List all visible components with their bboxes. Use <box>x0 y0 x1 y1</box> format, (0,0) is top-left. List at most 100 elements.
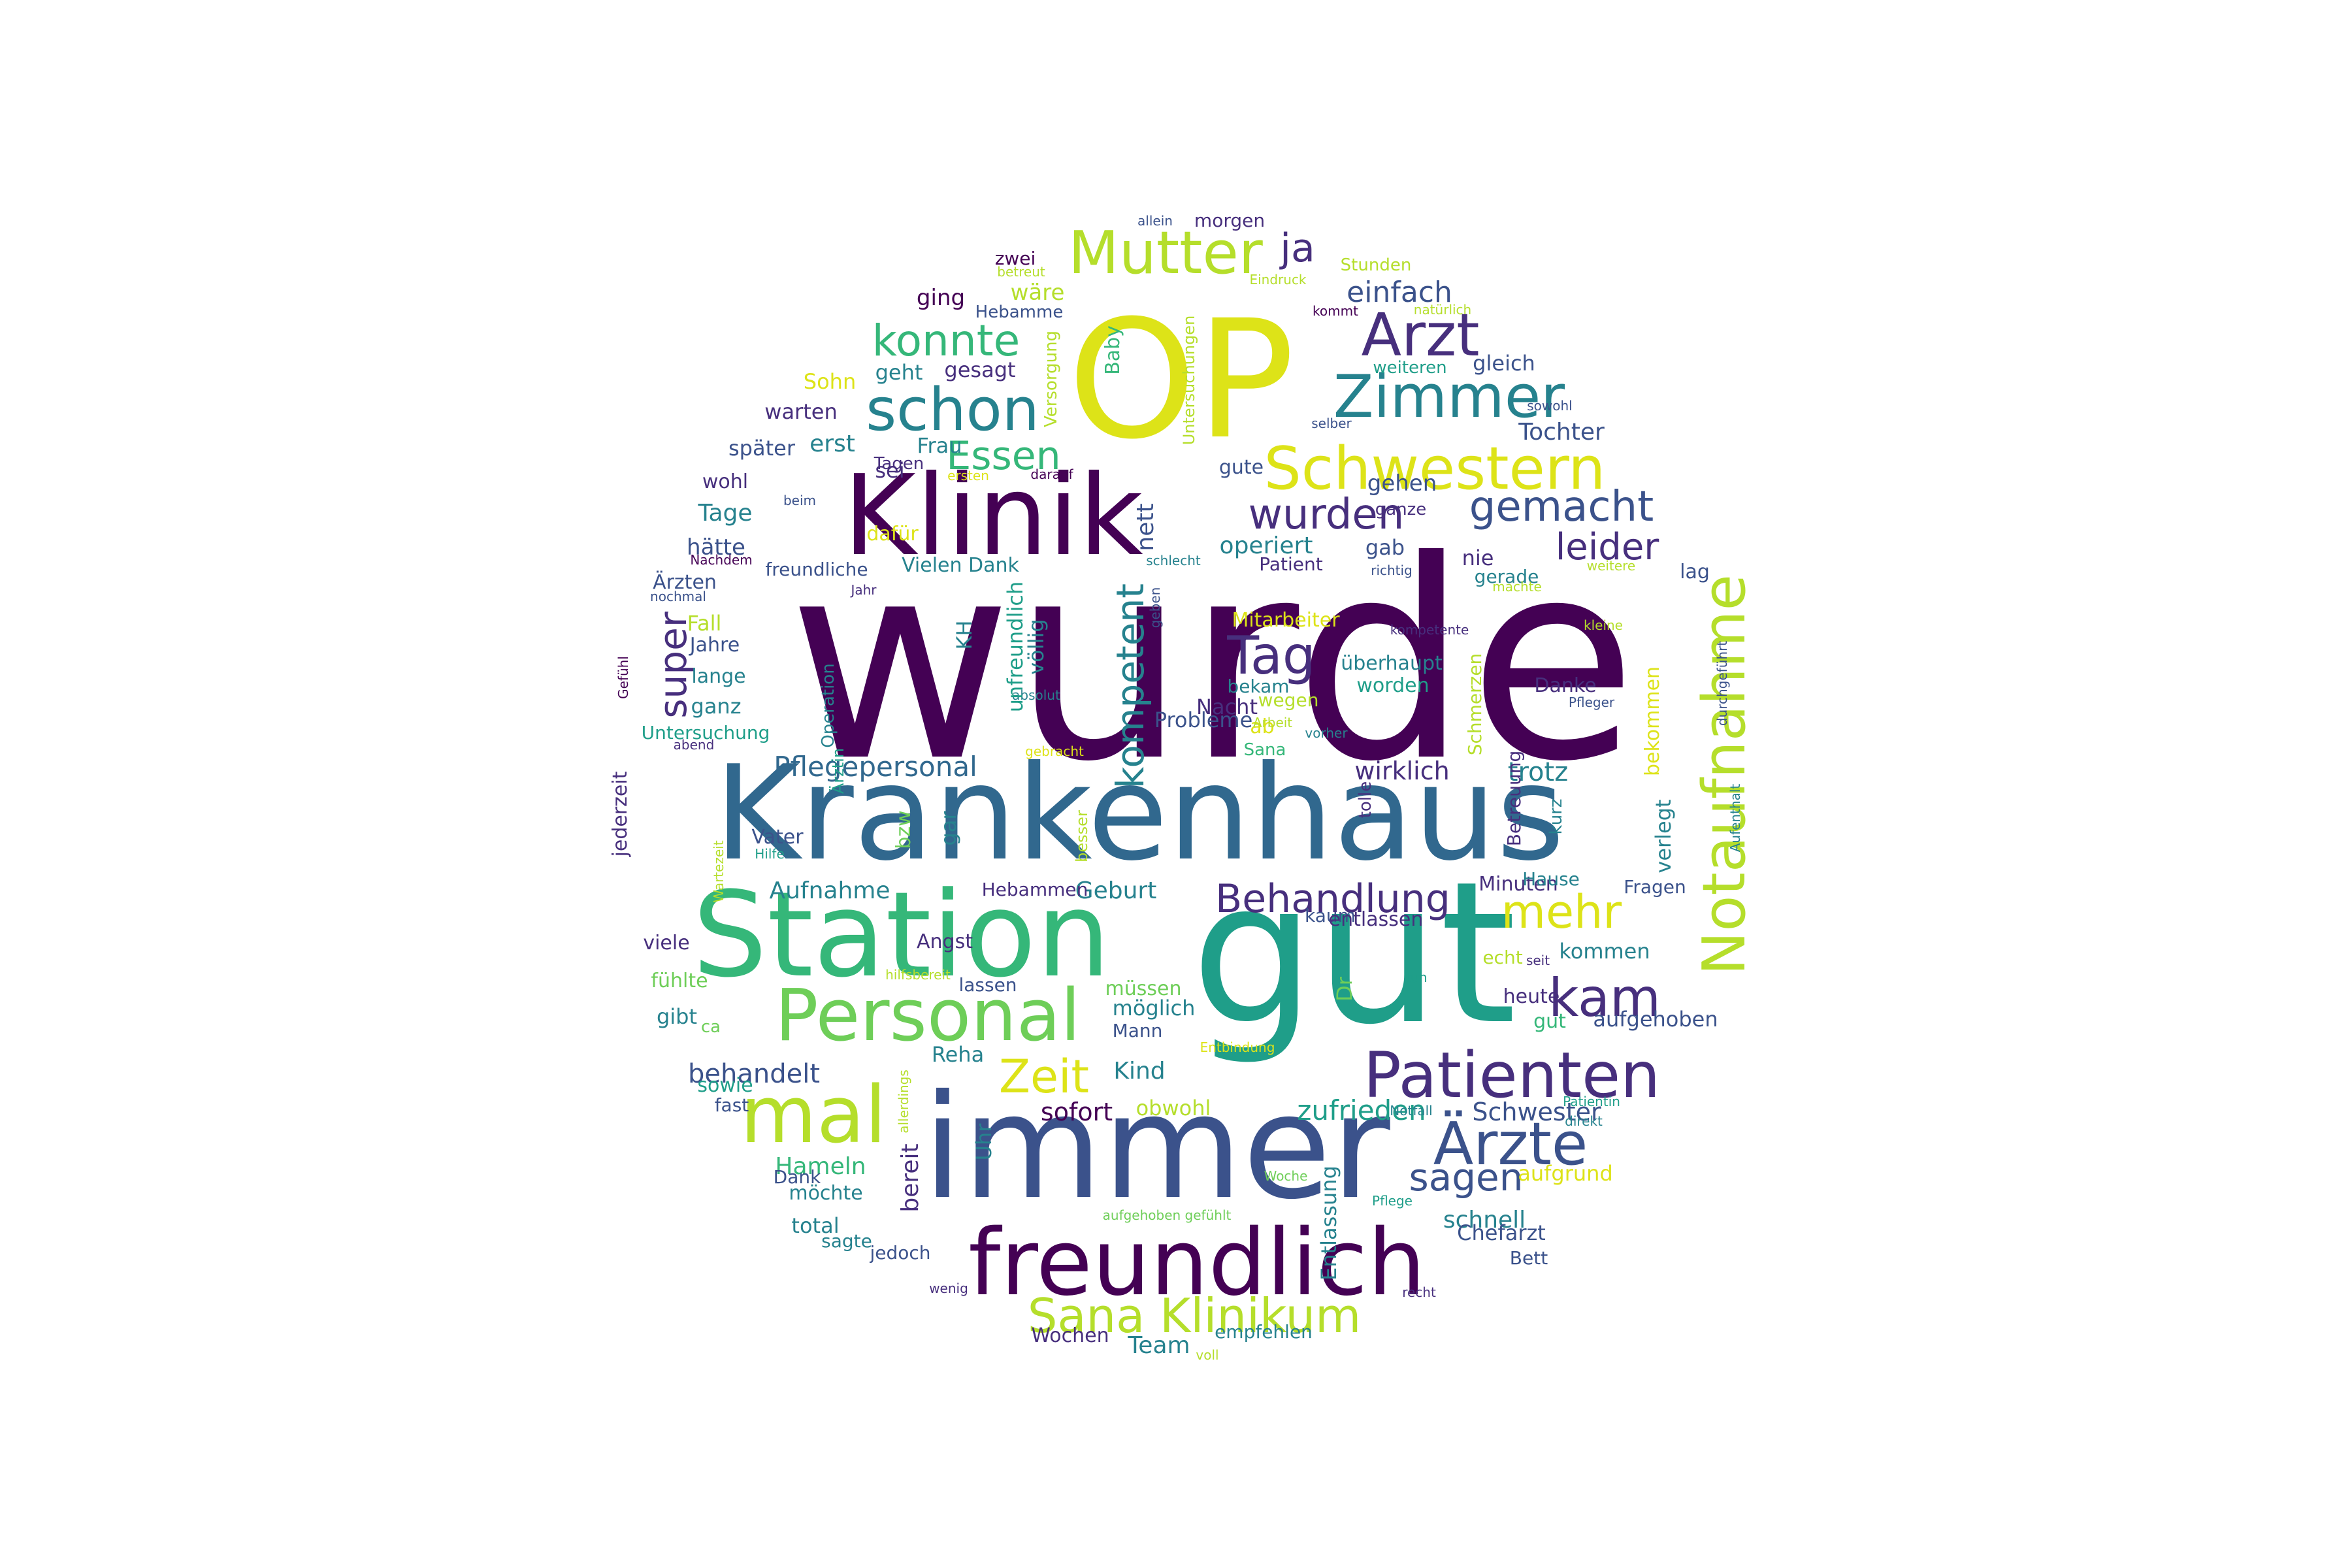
word-schmerzen: Schmerzen <box>1464 653 1486 756</box>
word-spaeter: später <box>728 436 795 461</box>
word-mehr: mehr <box>1501 885 1622 939</box>
word-wegen: wegen <box>1258 689 1319 711</box>
word-woche: Woche <box>1264 1168 1308 1184</box>
word-hebammen: Hebammen <box>981 879 1088 900</box>
word-gab: gab <box>1365 535 1405 560</box>
word-richtig: richtig <box>1371 563 1413 578</box>
word-nacht: Nacht <box>1196 694 1258 719</box>
word-tag: Tag <box>1227 625 1316 686</box>
word-sagen: sagen <box>1409 1155 1524 1200</box>
word-allerdings: allerdings <box>896 1070 911 1134</box>
word-kommen: kommen <box>1559 939 1650 964</box>
word-dr: Dr <box>1332 977 1357 1002</box>
word-untersuchung: Untersuchung <box>641 722 770 743</box>
word-dank: Dank <box>773 1166 821 1188</box>
word-schwester: Schwester <box>1472 1098 1601 1126</box>
word-konnte: konnte <box>872 316 1021 366</box>
word-wartezeit: Wartezeit <box>711 840 727 903</box>
word-gemacht: gemacht <box>1469 483 1654 531</box>
word-team: Team <box>1128 1332 1190 1359</box>
word-hilfe: Hilfe <box>755 846 785 862</box>
word-tage: Tage <box>698 500 753 527</box>
word-kommt: kommt <box>1313 303 1358 319</box>
word-wenig: wenig <box>929 1281 968 1296</box>
word-aufenthalt: Aufenthalt <box>1727 783 1743 853</box>
word-ging: ging <box>916 285 966 311</box>
word-mann: Mann <box>1112 1020 1163 1041</box>
word-gesagt: gesagt <box>944 357 1016 382</box>
word-moeglich: möglich <box>1112 996 1196 1021</box>
word-fuehlte: fühlte <box>651 970 708 992</box>
word-gebracht: gebracht <box>1025 743 1084 759</box>
word-weiteren: weiteren <box>1373 358 1447 378</box>
word-uhr: Uhr <box>972 1123 996 1161</box>
word-operiert: operiert <box>1219 532 1313 559</box>
word-jedoch: jedoch <box>870 1242 931 1264</box>
word-mutter: Mutter <box>1068 219 1263 287</box>
word-freundliche: freundliche <box>765 559 868 580</box>
word-notaufnahme: Notaufnahme <box>1690 574 1759 975</box>
word-wochen: Wochen <box>1031 1324 1109 1347</box>
word-trotz: trotz <box>1507 757 1569 787</box>
word-bekam: bekam <box>1227 676 1290 697</box>
word-kurz: kurz <box>1546 798 1566 835</box>
word-krankenhaus: Krankenhaus <box>714 738 1565 890</box>
word-ab: ab <box>1250 715 1275 738</box>
word-ganze: ganze <box>1375 500 1427 519</box>
word-natuerlich: natürlich <box>1413 302 1472 318</box>
word-kleine: kleine <box>1584 617 1623 633</box>
word-kompetente: kompetente <box>1390 622 1469 638</box>
word-patienten: Patienten <box>1363 1039 1661 1112</box>
word-betreut: betreut <box>997 264 1045 280</box>
word-wurden: wurden <box>1248 491 1405 539</box>
word-vielen-dank: Vielen Dank <box>902 554 1019 577</box>
word-hilfsbereit: hilfsbereit <box>885 967 951 983</box>
word-gut: gut <box>1533 1010 1566 1033</box>
word-sana: Sana <box>1243 740 1286 760</box>
word-bett: Bett <box>1509 1247 1548 1269</box>
word-fall: Fall <box>687 611 722 636</box>
word-kaum: kaum <box>1305 905 1356 926</box>
word-viele: viele <box>643 932 690 955</box>
word-nie: nie <box>1462 546 1494 570</box>
word-bzw: bzw <box>892 810 915 849</box>
word-gerade: gerade <box>1474 566 1539 587</box>
word-einfach: einfach <box>1347 276 1452 309</box>
word-kompetent: kompetent <box>1108 583 1152 789</box>
word-dafuer: dafür <box>866 523 919 546</box>
word-lassen: lassen <box>958 974 1017 996</box>
word-tochter: Tochter <box>1518 419 1605 446</box>
word-erst: erst <box>809 431 855 457</box>
word-personal: Personal <box>775 973 1081 1057</box>
word-super: super <box>651 612 695 719</box>
word-freundlich: freundlich <box>968 1210 1426 1316</box>
word-wirklich: wirklich <box>1354 757 1450 785</box>
word-unfreundlich: unfreundlich <box>1003 581 1028 713</box>
word-lange: lange <box>691 665 746 688</box>
word-recht: recht <box>1402 1284 1436 1300</box>
word-schon: schon <box>866 376 1039 444</box>
word-ja: ja <box>1280 225 1315 271</box>
word-eindruck: Eindruck <box>1249 272 1307 287</box>
word-kind: Kind <box>1113 1058 1166 1085</box>
word-abend: abend <box>673 737 715 753</box>
word-sowie: sowie <box>697 1074 753 1097</box>
word-morgen: morgen <box>1194 210 1266 231</box>
word-ganz: ganz <box>691 694 742 719</box>
word-entbindung: Entbindung <box>1200 1039 1275 1055</box>
word-waere: wäre <box>1010 280 1065 306</box>
word-verlegt: verlegt <box>1651 799 1676 874</box>
word-beim: beim <box>783 493 817 508</box>
word-patientin: Patientin <box>1563 1094 1620 1109</box>
word-lag: lag <box>1680 561 1710 583</box>
word-moechte: möchte <box>789 1182 863 1205</box>
word-tagen: Tagen <box>874 454 924 474</box>
word-total: total <box>791 1213 840 1238</box>
word-zwei: zwei <box>994 248 1036 269</box>
word-gar: gar <box>936 811 961 846</box>
word-sana-klinikum: Sana Klinikum <box>1027 1288 1362 1343</box>
word-kam: kam <box>1548 968 1661 1028</box>
word-bereit: bereit <box>897 1143 924 1213</box>
word-jahre: Jahre <box>689 634 740 657</box>
